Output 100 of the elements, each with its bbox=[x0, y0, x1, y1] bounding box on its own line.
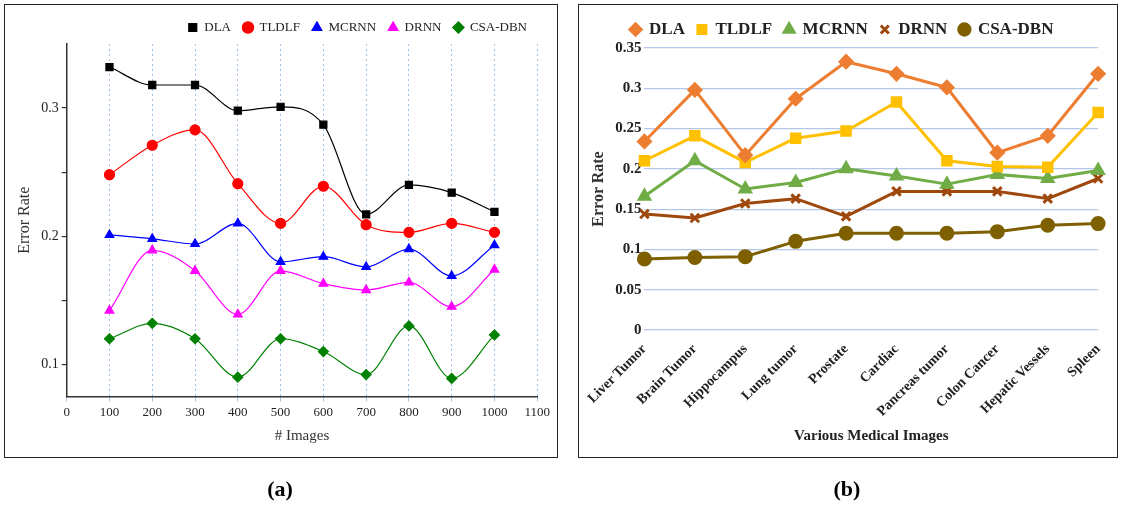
point bbox=[1041, 171, 1055, 183]
y-tick-label: 0.25 bbox=[615, 119, 642, 136]
legend-label: DRNN bbox=[898, 18, 949, 38]
y-tick-label: 0.1 bbox=[622, 240, 642, 257]
x-tick-label: 900 bbox=[441, 403, 462, 419]
point bbox=[232, 308, 243, 318]
point bbox=[105, 62, 114, 72]
point bbox=[890, 96, 903, 108]
point bbox=[318, 251, 329, 260]
point bbox=[446, 372, 458, 385]
point bbox=[317, 180, 329, 192]
legend-label: TLDLF bbox=[715, 18, 773, 38]
point bbox=[360, 219, 372, 231]
point bbox=[991, 160, 1004, 173]
point bbox=[1090, 216, 1106, 232]
point bbox=[888, 66, 904, 82]
legend-label: DLA bbox=[204, 18, 232, 34]
point bbox=[148, 80, 157, 90]
point bbox=[688, 153, 702, 166]
point bbox=[361, 261, 372, 271]
point bbox=[362, 210, 371, 219]
point bbox=[146, 139, 158, 151]
point bbox=[489, 239, 500, 249]
point bbox=[940, 176, 954, 189]
point bbox=[447, 188, 456, 197]
point bbox=[274, 217, 287, 229]
point bbox=[275, 265, 286, 274]
point bbox=[839, 161, 853, 174]
point bbox=[146, 317, 158, 329]
point bbox=[488, 329, 501, 341]
y-tick-label: 0.2 bbox=[622, 159, 642, 176]
point bbox=[189, 124, 201, 136]
point bbox=[361, 284, 372, 294]
y-tick-label: 0 bbox=[633, 320, 642, 337]
point bbox=[989, 224, 1005, 240]
point bbox=[403, 243, 414, 253]
point bbox=[103, 333, 116, 345]
point bbox=[233, 106, 242, 115]
point bbox=[489, 263, 500, 273]
point bbox=[147, 244, 158, 254]
point bbox=[788, 91, 804, 107]
legend-label: DLA bbox=[649, 18, 686, 38]
point bbox=[104, 229, 115, 239]
point bbox=[404, 180, 414, 190]
point bbox=[840, 210, 852, 223]
y-tick-label: 0.3 bbox=[41, 99, 59, 115]
point bbox=[989, 145, 1005, 161]
point bbox=[360, 369, 372, 381]
point bbox=[274, 333, 287, 345]
point bbox=[103, 169, 116, 181]
x-tick-label: 400 bbox=[228, 403, 248, 419]
y-tick-label: 0.05 bbox=[615, 280, 642, 297]
point bbox=[317, 345, 329, 358]
point bbox=[490, 207, 499, 217]
y-axis-title: Error Rate bbox=[588, 151, 606, 227]
x-tick-label: 500 bbox=[270, 403, 291, 419]
x-tick-label: 1000 bbox=[481, 403, 508, 419]
y-tick-label: 0.1 bbox=[41, 356, 59, 372]
point bbox=[319, 120, 328, 129]
point bbox=[1040, 128, 1056, 144]
point bbox=[1041, 192, 1054, 205]
point bbox=[1090, 66, 1106, 82]
point bbox=[232, 371, 244, 383]
x-tick-label: 700 bbox=[356, 403, 376, 419]
point bbox=[403, 320, 415, 332]
point bbox=[738, 181, 752, 194]
x-axis-title: # Images bbox=[274, 426, 330, 443]
point bbox=[991, 185, 1004, 198]
point bbox=[739, 197, 752, 210]
point bbox=[190, 80, 200, 90]
point bbox=[637, 188, 652, 201]
point bbox=[636, 133, 652, 149]
point bbox=[1091, 162, 1105, 175]
point bbox=[636, 251, 652, 267]
point bbox=[1092, 106, 1104, 119]
point bbox=[232, 217, 243, 227]
point bbox=[689, 130, 701, 142]
point bbox=[232, 178, 244, 190]
point bbox=[788, 233, 804, 249]
point bbox=[446, 270, 457, 280]
point bbox=[190, 238, 200, 248]
y-tick-label: 0.2 bbox=[41, 227, 59, 243]
y-axis-title: Error Rate bbox=[14, 186, 32, 254]
x-tick-label: 800 bbox=[399, 403, 419, 419]
point bbox=[788, 175, 803, 188]
point bbox=[446, 217, 458, 229]
point bbox=[275, 256, 286, 265]
x-tick-label: 0 bbox=[63, 403, 70, 419]
x-tick-label: 600 bbox=[313, 403, 334, 419]
point bbox=[1041, 161, 1054, 173]
point bbox=[147, 233, 158, 242]
point bbox=[737, 249, 753, 265]
legend-label: CSA-DBN bbox=[469, 18, 528, 34]
y-tick-label: 0.35 bbox=[615, 38, 642, 55]
legend-label: MCRNN bbox=[328, 18, 377, 34]
x-tick-label: 100 bbox=[99, 403, 120, 419]
legend-label: DRNN bbox=[404, 18, 443, 34]
y-tick-label: 0.15 bbox=[615, 199, 642, 216]
legend-label: CSA-DBN bbox=[977, 18, 1055, 38]
point bbox=[318, 278, 329, 287]
